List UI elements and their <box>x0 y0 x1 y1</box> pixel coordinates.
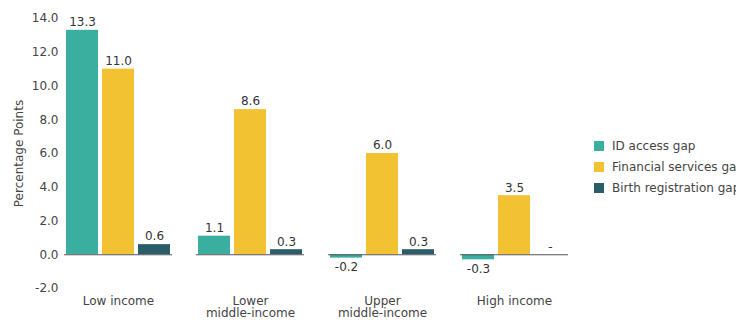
svg-text:0.0: 0.0 <box>39 248 58 262</box>
svg-text:8.6: 8.6 <box>241 94 260 108</box>
svg-text:-2.0: -2.0 <box>35 281 58 295</box>
svg-text:Uppermiddle-income: Uppermiddle-income <box>338 294 427 320</box>
svg-text:-0.3: -0.3 <box>467 262 490 276</box>
svg-text:0.3: 0.3 <box>277 235 296 249</box>
svg-text:Low income: Low income <box>83 294 154 308</box>
svg-text:3.5: 3.5 <box>505 181 524 195</box>
svg-text:-0.2: -0.2 <box>335 260 358 274</box>
svg-text:10.0: 10.0 <box>32 79 59 93</box>
svg-text:11.0: 11.0 <box>105 54 132 68</box>
svg-text:Lowermiddle-income: Lowermiddle-income <box>206 294 295 320</box>
svg-text:0.3: 0.3 <box>409 235 428 249</box>
svg-text:2.0: 2.0 <box>39 214 58 228</box>
svg-text:6.0: 6.0 <box>39 146 58 160</box>
svg-text:-: - <box>548 240 552 254</box>
svg-text:8.0: 8.0 <box>39 113 58 127</box>
svg-text:12.0: 12.0 <box>32 45 59 59</box>
svg-text:Percentage Points: Percentage Points <box>12 100 26 207</box>
svg-text:4.0: 4.0 <box>39 180 58 194</box>
svg-text:1.1: 1.1 <box>205 221 224 235</box>
html-text:ID access gap: ID access gap <box>612 139 696 153</box>
svg-text:High income: High income <box>477 294 552 308</box>
svg-text:14.0: 14.0 <box>32 11 59 25</box>
svg-text:6.0: 6.0 <box>373 138 392 152</box>
svg-text:13.3: 13.3 <box>69 15 96 29</box>
svg-text:0.6: 0.6 <box>145 229 164 243</box>
